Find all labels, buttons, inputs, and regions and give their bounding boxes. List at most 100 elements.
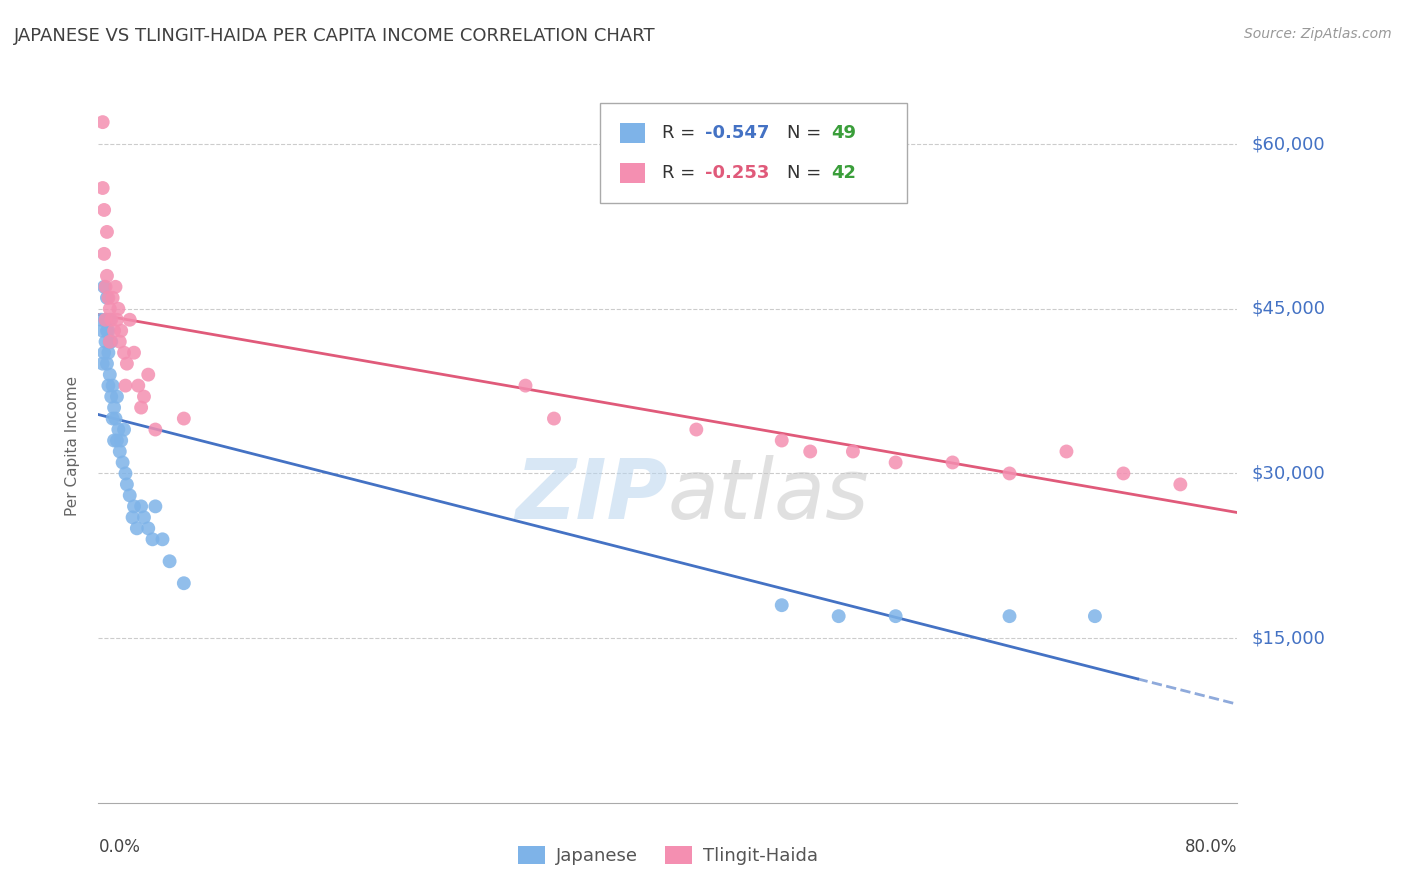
Point [90,312,112,326]
Point [94,312,117,326]
Point [152,533,174,547]
Point [111,455,134,469]
Text: ZIP: ZIP [515,456,668,536]
Text: N =: N = [787,125,827,143]
Point [105,434,128,448]
Point [145,500,167,514]
Point [685,423,707,437]
Point [828,609,851,624]
Point [104,411,127,425]
Point [121,510,143,524]
Text: $30,000: $30,000 [1251,465,1324,483]
Point [97,345,120,359]
Point [132,390,155,404]
Text: N =: N = [787,164,827,182]
Point [942,455,965,469]
Point [96,268,118,283]
Point [173,576,195,591]
Point [96,324,118,338]
Point [105,390,128,404]
Point [91,357,114,371]
Point [101,411,124,425]
Point [101,378,124,392]
Point [118,312,141,326]
Point [118,488,141,502]
Point [112,423,135,437]
Point [108,444,131,458]
Point [97,324,120,338]
Point [107,301,129,316]
Point [114,378,136,392]
Text: 49: 49 [831,125,856,143]
Point [104,280,127,294]
Point [107,423,129,437]
Text: 0.0%: 0.0% [98,838,141,856]
Point [1056,444,1078,458]
Point [103,434,125,448]
Point [998,467,1021,481]
Point [173,411,195,425]
Point [98,301,121,316]
Point [543,411,565,425]
Point [515,378,537,392]
Point [1170,477,1192,491]
Point [96,357,118,371]
Text: Source: ZipAtlas.com: Source: ZipAtlas.com [1244,27,1392,41]
Point [103,401,125,415]
Point [129,401,152,415]
FancyBboxPatch shape [620,162,645,183]
Point [91,324,114,338]
Point [114,467,136,481]
Text: $45,000: $45,000 [1251,300,1326,318]
Point [110,434,132,448]
Legend: Japanese, Tlingit-Haida: Japanese, Tlingit-Haida [517,846,818,865]
Point [1112,467,1135,481]
Point [884,455,907,469]
Point [998,609,1021,624]
Point [93,345,115,359]
Point [159,554,181,568]
Point [108,334,131,349]
Point [103,324,125,338]
Point [129,500,152,514]
Point [96,225,118,239]
Point [98,368,121,382]
Point [127,378,149,392]
Point [770,598,793,612]
Point [97,378,120,392]
Point [98,312,121,326]
Point [94,334,117,349]
Text: atlas: atlas [668,456,869,536]
Point [105,312,128,326]
Point [884,609,907,624]
Text: 42: 42 [831,164,856,182]
Text: -0.253: -0.253 [706,164,770,182]
Point [94,312,117,326]
Point [141,533,163,547]
Point [136,368,159,382]
FancyBboxPatch shape [599,103,907,203]
Point [91,115,114,129]
Text: R =: R = [662,125,702,143]
Text: R =: R = [662,164,702,182]
Point [100,390,122,404]
Point [115,477,138,491]
Point [799,444,821,458]
Point [122,345,145,359]
FancyBboxPatch shape [620,123,645,143]
Point [93,280,115,294]
Text: $60,000: $60,000 [1251,135,1324,153]
Text: 80.0%: 80.0% [1185,838,1237,856]
Point [110,324,132,338]
Text: JAPANESE VS TLINGIT-HAIDA PER CAPITA INCOME CORRELATION CHART: JAPANESE VS TLINGIT-HAIDA PER CAPITA INC… [14,27,655,45]
Y-axis label: Per Capita Income: Per Capita Income [65,376,80,516]
Point [100,312,122,326]
Point [1084,609,1107,624]
Point [93,247,115,261]
Point [91,181,114,195]
Point [97,291,120,305]
Point [145,423,167,437]
Point [842,444,865,458]
Point [101,291,124,305]
Point [94,280,117,294]
